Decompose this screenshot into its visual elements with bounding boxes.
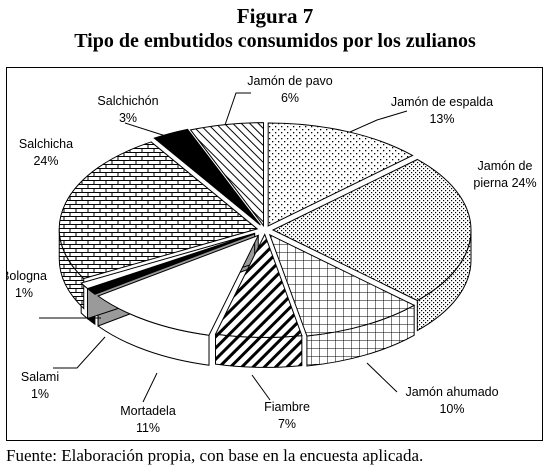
label-salami-name: Salami [21,370,59,384]
leader-mortadela [142,372,158,403]
figure-title: Tipo de embutidos consumidos por los zul… [74,30,476,52]
leader-salami [53,336,106,369]
label-jamon-de-pierna-name: Jamón de [478,159,533,173]
label-salami-value: 1% [31,387,49,401]
pie-slice-mortadela [97,234,260,336]
label-jamon-de-pierna-value: pierna 24% [473,176,536,190]
label-jamon-de-espalda-value: 13% [429,112,454,126]
figure-label: Figura 7 [236,4,314,28]
label-jamon-de-pavo-value: 6% [281,91,299,105]
leader-jamon-de-pavo [224,92,251,126]
pie-slice-salchicha [58,141,259,280]
pie-slice-jamon-de-espalda [267,122,414,227]
label-jamon-ahumado-value: 10% [439,402,464,416]
pie-side-fiambre [215,333,303,368]
label-salchichon-name: Salchichón [97,94,158,108]
pie-slice-bologna [80,232,255,290]
label-mortadela-name: Mortadela [120,404,176,418]
label-salchicha-name: Salchicha [19,137,73,151]
label-jamon-ahumado-name: Jamón ahumado [405,385,498,399]
label-bologna-name: Bologna [7,269,47,283]
pie-slice-jamon-ahumado [268,233,416,337]
pie-slice-fiambre [214,233,303,338]
label-jamon-de-pavo-name: Jamón de pavo [247,74,333,88]
label-salchichon-value: 3% [119,111,137,125]
pie-slice-jamon-de-pierna [271,158,472,302]
leader-fiambre [251,374,271,401]
label-fiambre-name: Fiambre [264,400,310,414]
leader-lines [39,92,408,403]
label-fiambre-value: 7% [278,417,296,431]
label-mortadela-value: 11% [136,421,160,435]
leader-salchichon [124,122,173,139]
pie-tops [58,122,472,338]
leader-jamon-ahumado [366,362,398,393]
source-note: Fuente: Elaboración propia, con base en … [6,446,424,465]
slice-labels: Jamón de espalda 13% Jamón de pierna 24% Jam… [7,74,537,435]
chart-frame: Jamón de espalda 13% Jamón de pierna 24% Jam… [6,67,543,441]
label-bologna-value: 1% [15,286,33,300]
label-jamon-de-espalda-name: Jamón de espalda [391,95,493,109]
pie-slice-salchichon [153,128,261,226]
label-salchicha-value: 24% [33,154,58,168]
pie-chart: Jamón de espalda 13% Jamón de pierna 24% Jam… [7,74,537,435]
leader-jamon-de-espalda [349,110,408,133]
pie-slice-jamon-de-pavo [189,122,265,228]
